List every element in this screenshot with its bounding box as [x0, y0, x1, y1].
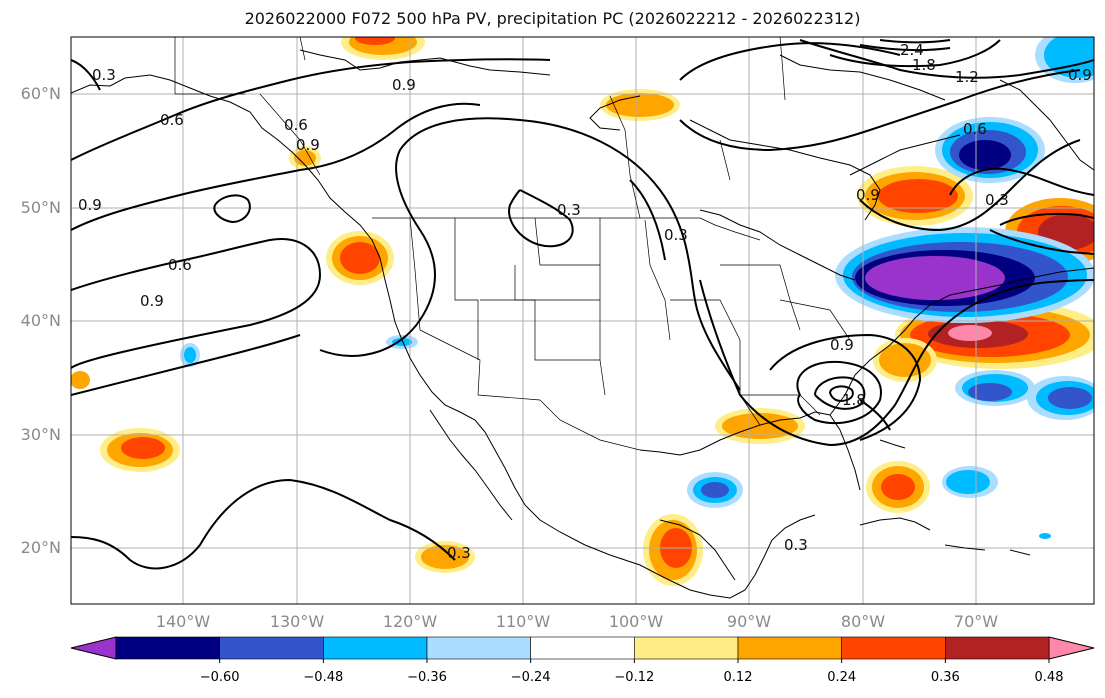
contour-label: 0.6 [160, 111, 184, 129]
precip-blob-negative [1035, 37, 1094, 83]
colorbar-tick-label: 0.12 [724, 670, 753, 685]
colorbar-segment [841, 636, 946, 660]
map-panel: 0.3 0.6 0.9 0.6 0.9 0.9 0.6 0.9 0.3 0.3 … [70, 36, 1095, 605]
precip-blob-positive [341, 37, 425, 60]
colorbar-tick-label: −0.12 [614, 670, 654, 685]
lat-label: 40°N [21, 311, 61, 330]
contour-label: 0.3 [985, 191, 1009, 209]
colorbar-tick-label: 0.24 [827, 670, 856, 685]
map-frame [70, 36, 1095, 605]
colorbar-segment [219, 636, 324, 660]
lon-label: 80°W [841, 612, 885, 631]
lat-label: 50°N [21, 198, 61, 217]
colorbar-tick-label: 0.48 [1035, 670, 1064, 685]
lon-label: 110°W [496, 612, 551, 631]
contour-label: 1.2 [955, 68, 979, 86]
colorbar-tick-label: −0.24 [511, 670, 551, 685]
precip-blob-negative [935, 117, 1045, 183]
precip-blob-negative [180, 343, 200, 367]
colorbar: −0.60 −0.48 −0.36 −0.24 −0.12 0.12 0.24 0.36 0.4… [70, 636, 1095, 685]
precip-blob-positive [100, 428, 180, 472]
colorbar-tick-label: −0.60 [200, 670, 240, 685]
contour-label: 0.9 [1068, 66, 1092, 84]
precip-blob-positive [715, 408, 805, 444]
colorbar-segment [530, 636, 635, 660]
lat-label: 20°N [21, 538, 61, 557]
contour-label: 0.9 [392, 76, 416, 94]
contour-label: 1.8 [912, 56, 936, 74]
precip-blob-positive [415, 541, 475, 573]
precip-blob-negative [1027, 376, 1094, 420]
lat-label: 60°N [21, 84, 61, 103]
precip-blob-negative [1039, 533, 1051, 539]
pv-contour-labels: 0.3 0.6 0.9 0.6 0.9 0.9 0.6 0.9 0.3 0.3 … [78, 41, 1092, 562]
contour-label: 2.4 [900, 41, 924, 59]
contour-label: 0.3 [557, 201, 581, 219]
colorbar-segment [323, 636, 428, 660]
colorbar-extend-high [1048, 636, 1095, 660]
contour-label: 0.9 [830, 336, 854, 354]
coastlines [71, 49, 1094, 599]
contour-label: 0.3 [447, 544, 471, 562]
lon-label: 120°W [383, 612, 438, 631]
contour-label: 0.6 [168, 256, 192, 274]
colorbar-segment [634, 636, 739, 660]
precip-blob-negative [687, 472, 743, 508]
colorbar-tick-label: 0.36 [931, 670, 960, 685]
political-boundaries [174, 37, 851, 451]
precip-blob-positive [326, 231, 394, 285]
precip-blob-negative [955, 370, 1035, 406]
colorbar-segment [945, 636, 1050, 660]
precip-blob-positive [71, 371, 90, 389]
colorbar-segment [426, 636, 531, 660]
contour-label: 0.3 [784, 536, 808, 554]
colorbar-segment [737, 636, 842, 660]
lat-label: 30°N [21, 425, 61, 444]
precip-blob-positive [643, 514, 703, 586]
map-title: 2026022000 F072 500 hPa PV, precipitatio… [244, 9, 861, 28]
colorbar-segment [115, 636, 220, 660]
contour-label: 0.9 [140, 292, 164, 310]
colorbar-tick-label: −0.48 [303, 670, 343, 685]
latitude-labels: 60°N 50°N 40°N 30°N 20°N [21, 84, 61, 557]
colorbar-extend-low [70, 636, 117, 660]
pv-contours [71, 39, 1094, 570]
longitude-labels: 140°W 130°W 120°W 110°W 100°W 90°W 80°W … [156, 612, 998, 631]
precip-blob-negative [835, 227, 1094, 323]
colorbar-tick-label: −0.36 [407, 670, 447, 685]
lon-label: 70°W [954, 612, 998, 631]
contour-label: 0.9 [78, 196, 102, 214]
contour-label: 0.9 [296, 136, 320, 154]
contour-label: 0.6 [284, 116, 308, 134]
lon-label: 100°W [609, 612, 664, 631]
lon-label: 90°W [727, 612, 771, 631]
lon-label: 130°W [270, 612, 325, 631]
contour-label: 0.3 [92, 66, 116, 84]
contour-label: 0.6 [963, 120, 987, 138]
precip-blob-positive [866, 461, 930, 513]
contour-label: 1.8 [842, 391, 866, 409]
contour-label: 0.3 [664, 226, 688, 244]
contour-label: 0.9 [856, 186, 880, 204]
precip-blob-negative [942, 466, 998, 498]
lon-label: 140°W [156, 612, 211, 631]
